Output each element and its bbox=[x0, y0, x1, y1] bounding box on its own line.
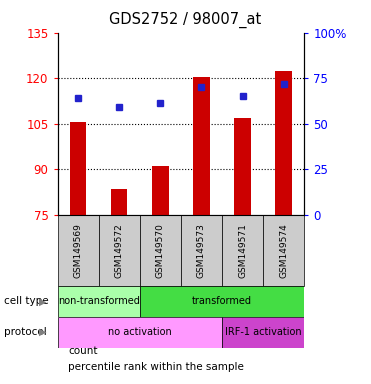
Text: GSM149572: GSM149572 bbox=[115, 223, 124, 278]
Bar bbox=[70, 122, 86, 215]
Text: percentile rank within the sample: percentile rank within the sample bbox=[68, 362, 244, 372]
Bar bbox=[275, 71, 292, 215]
Text: GSM149573: GSM149573 bbox=[197, 223, 206, 278]
Text: count: count bbox=[68, 346, 98, 356]
Text: no activation: no activation bbox=[108, 327, 172, 337]
Text: transformed: transformed bbox=[192, 296, 252, 306]
Bar bbox=[152, 166, 168, 215]
Text: GSM149569: GSM149569 bbox=[73, 223, 83, 278]
Bar bbox=[193, 77, 210, 215]
Bar bbox=[58, 317, 222, 348]
Bar bbox=[58, 215, 99, 286]
Bar bbox=[58, 286, 140, 317]
Bar bbox=[99, 215, 140, 286]
Bar bbox=[140, 215, 181, 286]
Bar bbox=[111, 189, 127, 215]
Text: non-transformed: non-transformed bbox=[58, 296, 139, 306]
Bar bbox=[263, 215, 304, 286]
Text: GSM149571: GSM149571 bbox=[238, 223, 247, 278]
Bar bbox=[140, 286, 304, 317]
Bar bbox=[222, 215, 263, 286]
Bar bbox=[222, 317, 304, 348]
Text: cell type: cell type bbox=[4, 296, 48, 306]
Text: GSM149574: GSM149574 bbox=[279, 223, 288, 278]
Text: ▶: ▶ bbox=[39, 327, 46, 337]
Text: protocol: protocol bbox=[4, 327, 46, 337]
Text: GSM149570: GSM149570 bbox=[156, 223, 165, 278]
Text: IRF-1 activation: IRF-1 activation bbox=[225, 327, 301, 337]
Text: ▶: ▶ bbox=[39, 296, 46, 306]
Text: GDS2752 / 98007_at: GDS2752 / 98007_at bbox=[109, 12, 262, 28]
Bar bbox=[234, 118, 251, 215]
Bar bbox=[181, 215, 222, 286]
